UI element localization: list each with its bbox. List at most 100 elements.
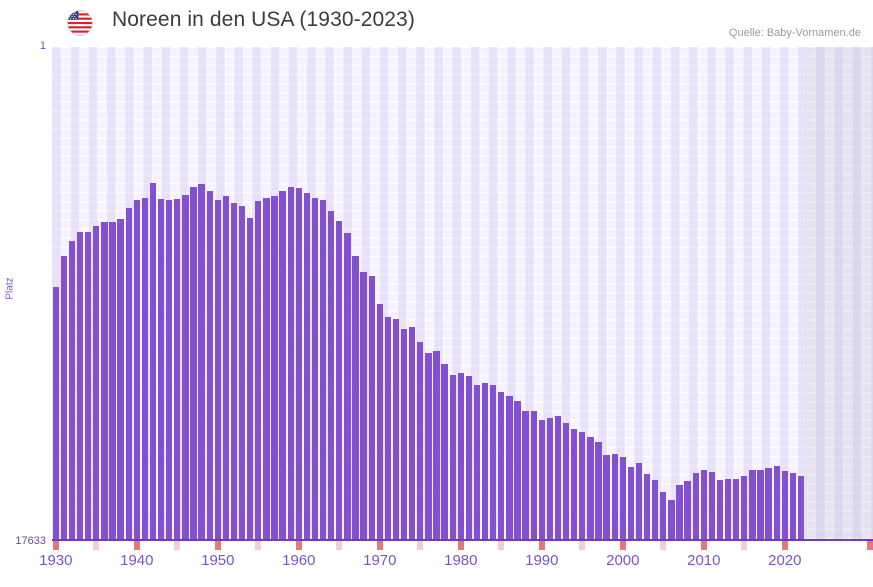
bar-1986[interactable] (506, 396, 513, 540)
bar-1994[interactable] (571, 429, 578, 540)
bar-1962[interactable] (311, 198, 319, 540)
bar-2003[interactable] (643, 474, 651, 540)
bar-1937[interactable] (109, 222, 116, 540)
bar-1971[interactable] (384, 317, 392, 540)
bar-1965[interactable] (336, 221, 343, 540)
bar-1943[interactable] (157, 199, 165, 540)
bar-2011[interactable] (708, 472, 716, 540)
x-tick-1980 (457, 541, 464, 550)
bar-1976[interactable] (425, 353, 432, 540)
bar-1998[interactable] (603, 455, 610, 540)
bar-1957[interactable] (271, 196, 278, 540)
bar-2019[interactable] (773, 466, 780, 540)
bar-2007[interactable] (676, 485, 683, 540)
bar-1966[interactable] (344, 233, 351, 540)
bar-1954[interactable] (247, 218, 254, 540)
bar-1964[interactable] (328, 211, 335, 540)
bar-1959[interactable] (287, 187, 294, 540)
bar-1931[interactable] (60, 256, 68, 540)
bar-1967[interactable] (352, 256, 359, 540)
bar-1979[interactable] (449, 375, 456, 540)
bar-1981[interactable] (465, 376, 473, 540)
bar-2006[interactable] (668, 500, 675, 540)
bar-2013[interactable] (724, 479, 732, 540)
bar-1991[interactable] (546, 418, 554, 540)
bar-1992[interactable] (554, 416, 562, 540)
bar-1933[interactable] (76, 232, 84, 540)
bar-2017[interactable] (757, 470, 764, 540)
bar-1988[interactable] (522, 411, 529, 540)
bar-1961[interactable] (303, 193, 311, 540)
bar-1997[interactable] (595, 442, 602, 540)
bar-2012[interactable] (716, 480, 724, 540)
bar-2015[interactable] (741, 476, 748, 540)
bar-2001[interactable] (627, 467, 635, 540)
bar-1972[interactable] (392, 319, 400, 540)
bar-2020[interactable] (781, 471, 788, 540)
bar-1996[interactable] (587, 437, 594, 540)
bar-1980[interactable] (457, 373, 464, 540)
x-tick-1975 (417, 541, 424, 550)
bar-1968[interactable] (360, 272, 367, 540)
bar-1990[interactable] (538, 420, 545, 540)
bar-1939[interactable] (125, 208, 132, 540)
bar-1955[interactable] (255, 201, 262, 540)
bar-series (52, 47, 873, 540)
bar-1978[interactable] (441, 364, 448, 540)
bar-1984[interactable] (490, 385, 497, 540)
bar-1960[interactable] (295, 188, 302, 540)
bar-1987[interactable] (514, 401, 521, 540)
bar-2021[interactable] (789, 473, 797, 540)
bar-1941[interactable] (141, 198, 149, 540)
bar-1999[interactable] (611, 454, 618, 540)
bar-2022[interactable] (797, 476, 805, 540)
us-flag-icon (62, 9, 98, 37)
bar-1956[interactable] (263, 198, 270, 540)
bar-1946[interactable] (182, 195, 189, 540)
bar-1948[interactable] (198, 184, 205, 540)
bar-2016[interactable] (749, 470, 756, 540)
bar-1936[interactable] (101, 222, 108, 540)
bar-2000[interactable] (619, 457, 626, 540)
bar-1947[interactable] (190, 187, 197, 540)
bar-2018[interactable] (765, 468, 772, 540)
bar-1958[interactable] (279, 191, 286, 540)
bar-1934[interactable] (85, 232, 92, 540)
bar-1938[interactable] (117, 219, 124, 540)
y-axis-title: Platz (4, 277, 16, 300)
bar-1935[interactable] (93, 226, 100, 540)
bar-2014[interactable] (733, 479, 740, 540)
bar-1982[interactable] (473, 385, 481, 540)
bar-1970[interactable] (376, 304, 383, 540)
x-axis-label-2020: 2020 (768, 552, 802, 569)
bar-1974[interactable] (409, 327, 416, 540)
bar-1951[interactable] (222, 196, 230, 540)
bar-1944[interactable] (166, 200, 173, 540)
bar-1963[interactable] (319, 200, 327, 540)
bar-1969[interactable] (368, 276, 375, 540)
bar-1995[interactable] (579, 432, 586, 540)
bar-2004[interactable] (652, 480, 659, 540)
bar-1973[interactable] (400, 329, 408, 540)
bar-1949[interactable] (206, 191, 213, 540)
bar-1975[interactable] (417, 342, 424, 540)
bar-1985[interactable] (498, 392, 505, 540)
bar-1977[interactable] (433, 351, 440, 540)
bar-1953[interactable] (238, 206, 246, 540)
page-title: Noreen in den USA (1930-2023) (112, 8, 415, 31)
bar-1983[interactable] (481, 383, 489, 540)
bar-1950[interactable] (214, 200, 221, 540)
bar-2010[interactable] (700, 470, 707, 540)
bar-1942[interactable] (149, 183, 157, 540)
bar-2005[interactable] (660, 492, 667, 540)
bar-1932[interactable] (68, 241, 76, 540)
bar-1952[interactable] (230, 203, 238, 540)
bar-1930[interactable] (52, 287, 59, 540)
bar-2009[interactable] (692, 473, 699, 540)
bar-1993[interactable] (562, 423, 570, 540)
bar-1989[interactable] (530, 411, 537, 540)
bar-1940[interactable] (133, 200, 140, 540)
bar-2008[interactable] (684, 481, 691, 540)
bar-2002[interactable] (635, 463, 643, 540)
bar-1945[interactable] (174, 199, 181, 540)
